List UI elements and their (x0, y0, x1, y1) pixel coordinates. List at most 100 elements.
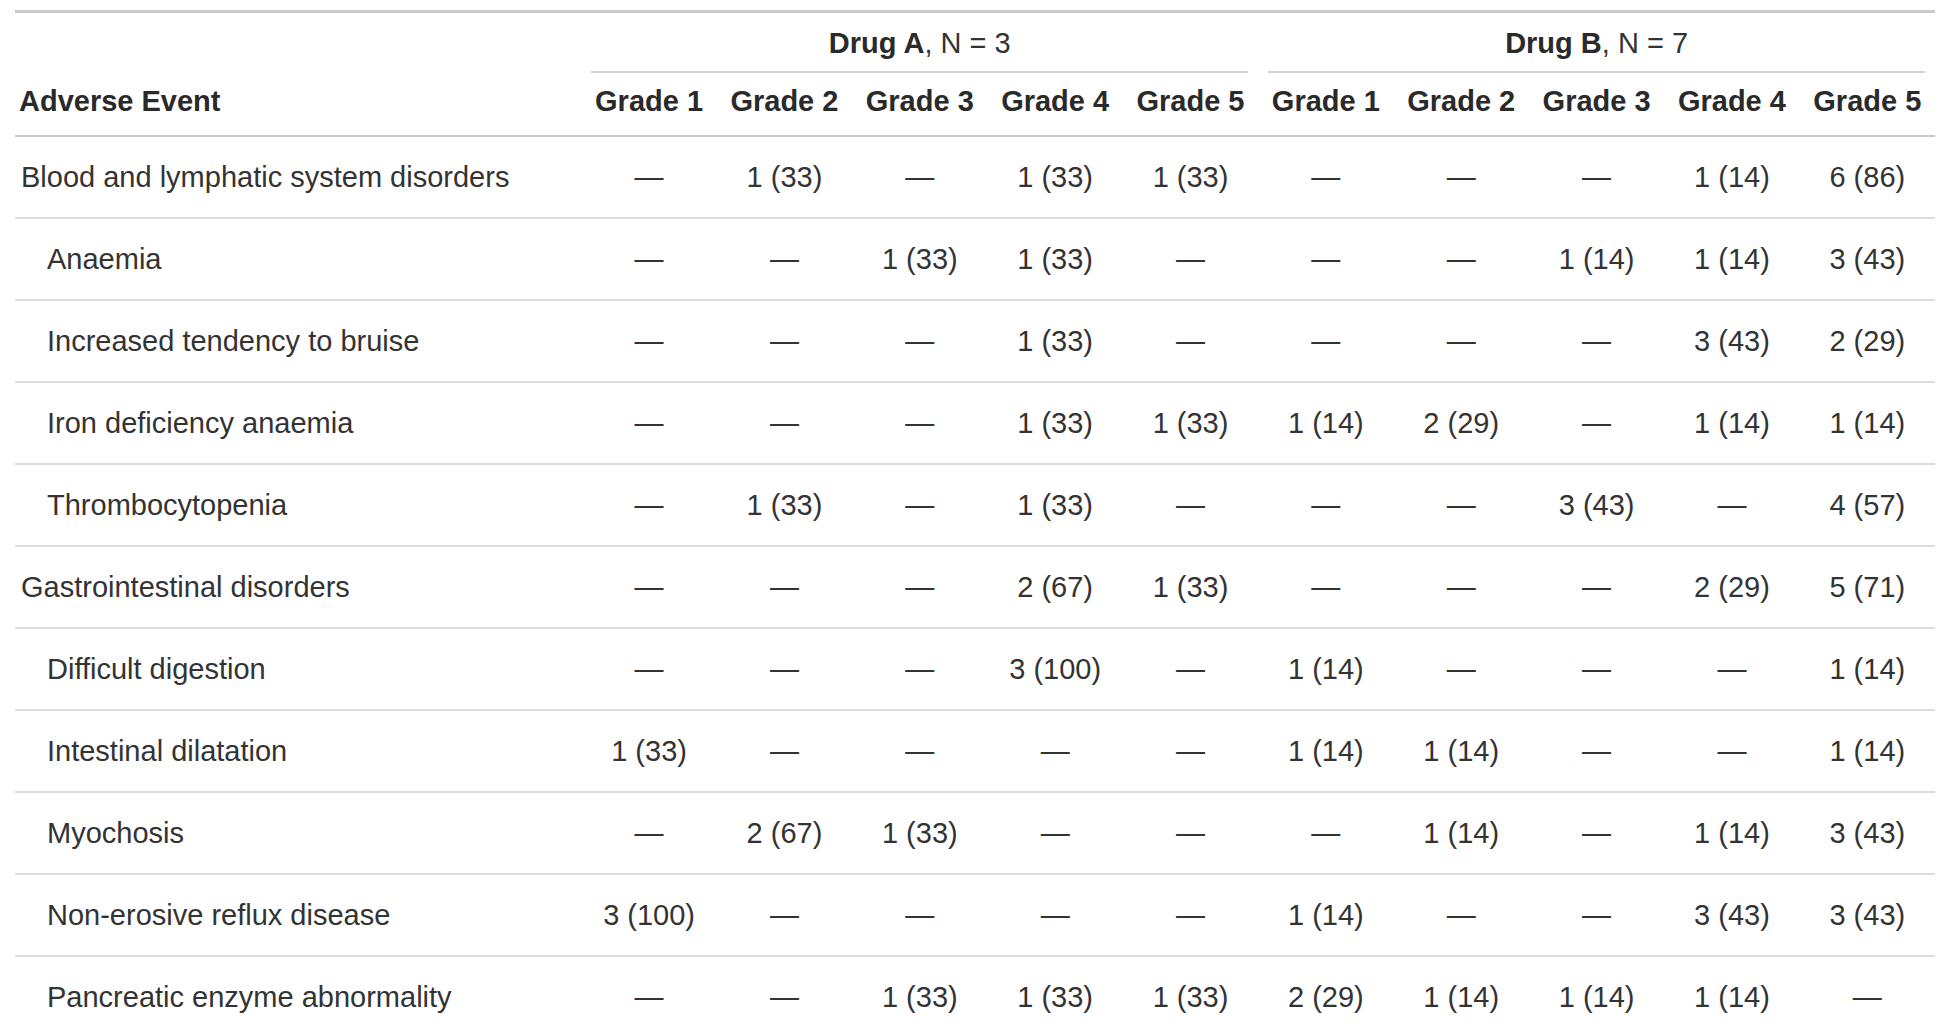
table-cell: 2 (29) (1394, 382, 1529, 464)
table-cell: — (1800, 956, 1935, 1035)
table-cell: — (581, 792, 716, 874)
table-cell: — (1258, 792, 1393, 874)
adverse-event-header: Adverse Event (15, 73, 581, 136)
table-cell: 1 (14) (1529, 956, 1664, 1035)
table-cell: — (1529, 628, 1664, 710)
table-cell: — (1529, 792, 1664, 874)
table-cell: 3 (43) (1664, 300, 1799, 382)
table-cell: 1 (33) (717, 464, 852, 546)
column-header-row: Adverse Event Grade 1 Grade 2 Grade 3 Gr… (15, 73, 1935, 136)
table-row: Thrombocytopenia — 1 (33) — 1 (33) — — —… (15, 464, 1935, 546)
table-cell: — (717, 710, 852, 792)
table-cell: — (717, 956, 852, 1035)
table-cell: — (852, 382, 987, 464)
table-cell: — (852, 136, 987, 218)
table-cell: 1 (33) (1123, 956, 1258, 1035)
table-cell: — (581, 136, 716, 218)
drug-a-grade-4-header: Grade 4 (987, 73, 1122, 136)
table-cell: 1 (14) (1800, 382, 1935, 464)
table-cell: — (1258, 464, 1393, 546)
table-cell: 2 (29) (1258, 956, 1393, 1035)
row-label: Difficult digestion (15, 628, 581, 710)
table-cell: 1 (33) (852, 956, 987, 1035)
drug-b-grade-4-header: Grade 4 (1664, 73, 1799, 136)
table-row: Myochosis — 2 (67) 1 (33) — — — 1 (14) —… (15, 792, 1935, 874)
table-cell: 1 (33) (581, 710, 716, 792)
row-label: Anaemia (15, 218, 581, 300)
table-row: Difficult digestion — — — 3 (100) — 1 (1… (15, 628, 1935, 710)
table-cell: 3 (43) (1664, 874, 1799, 956)
drug-a-n-label: , N = 3 (924, 27, 1010, 59)
table-cell: — (1529, 382, 1664, 464)
table-cell: — (852, 710, 987, 792)
drug-a-grade-2-header: Grade 2 (717, 73, 852, 136)
table-cell: 1 (33) (717, 136, 852, 218)
table-row: Gastrointestinal disorders — — — 2 (67) … (15, 546, 1935, 628)
row-label: Iron deficiency anaemia (15, 382, 581, 464)
table-cell: — (852, 464, 987, 546)
drug-a-grade-5-header: Grade 5 (1123, 73, 1258, 136)
row-label: Myochosis (15, 792, 581, 874)
table-row: Intestinal dilatation 1 (33) — — — — 1 (… (15, 710, 1935, 792)
table-cell: — (581, 300, 716, 382)
table-cell: — (581, 382, 716, 464)
table-cell: 1 (14) (1394, 956, 1529, 1035)
drug-a-spanner-box: Drug A, N = 3 (591, 25, 1248, 73)
table-cell: — (1394, 136, 1529, 218)
drug-a-spanner: Drug A, N = 3 (581, 12, 1258, 74)
drug-a-label: Drug A (829, 27, 925, 59)
table-cell: 1 (14) (1664, 956, 1799, 1035)
table-cell: — (1664, 464, 1799, 546)
table-row: Pancreatic enzyme abnormality — — 1 (33)… (15, 956, 1935, 1035)
table-cell: — (1664, 710, 1799, 792)
table-cell: 1 (33) (987, 136, 1122, 218)
table-cell: 3 (43) (1800, 874, 1935, 956)
table-row: Non-erosive reflux disease 3 (100) — — —… (15, 874, 1935, 956)
table-cell: 1 (33) (852, 218, 987, 300)
table-cell: — (1394, 628, 1529, 710)
table-cell: 1 (14) (1258, 874, 1393, 956)
table-cell: — (1123, 792, 1258, 874)
drug-b-label: Drug B (1505, 27, 1602, 59)
table-cell: 3 (100) (581, 874, 716, 956)
table-cell: 1 (14) (1258, 710, 1393, 792)
table-cell: 3 (43) (1800, 218, 1935, 300)
table-cell: — (1529, 136, 1664, 218)
row-label: Non-erosive reflux disease (15, 874, 581, 956)
table-cell: — (852, 628, 987, 710)
table-row: Anaemia — — 1 (33) 1 (33) — — — 1 (14) 1… (15, 218, 1935, 300)
drug-b-grade-2-header: Grade 2 (1394, 73, 1529, 136)
table-cell: — (1529, 874, 1664, 956)
drug-b-n-label: , N = 7 (1602, 27, 1688, 59)
table-cell: — (987, 792, 1122, 874)
table-cell: — (581, 546, 716, 628)
table-cell: — (1394, 300, 1529, 382)
row-label: Increased tendency to bruise (15, 300, 581, 382)
table-cell: — (1123, 218, 1258, 300)
table-cell: 3 (43) (1529, 464, 1664, 546)
table-cell: — (1123, 710, 1258, 792)
table-cell: 1 (33) (987, 464, 1122, 546)
table-cell: — (852, 300, 987, 382)
table-cell: 4 (57) (1800, 464, 1935, 546)
row-label: Intestinal dilatation (15, 710, 581, 792)
table-cell: — (1529, 300, 1664, 382)
table-cell: — (1258, 136, 1393, 218)
table-cell: 1 (14) (1664, 792, 1799, 874)
table-cell: — (717, 300, 852, 382)
table-cell: — (717, 874, 852, 956)
drug-b-spanner-box: Drug B, N = 7 (1268, 25, 1925, 73)
table-cell: 3 (100) (987, 628, 1122, 710)
table-cell: — (1123, 628, 1258, 710)
table-cell: — (581, 956, 716, 1035)
adverse-events-table: Drug A, N = 3 Drug B, N = 7 Adverse Even… (15, 10, 1935, 1035)
table-cell: 1 (33) (987, 382, 1122, 464)
table-cell: 3 (43) (1800, 792, 1935, 874)
table-cell: — (987, 710, 1122, 792)
table-cell: 1 (14) (1664, 382, 1799, 464)
table-cell: — (1394, 464, 1529, 546)
table-cell: — (1664, 628, 1799, 710)
spanner-row: Drug A, N = 3 Drug B, N = 7 (15, 12, 1935, 74)
table-cell: — (1123, 464, 1258, 546)
stub-spacer (15, 12, 581, 74)
